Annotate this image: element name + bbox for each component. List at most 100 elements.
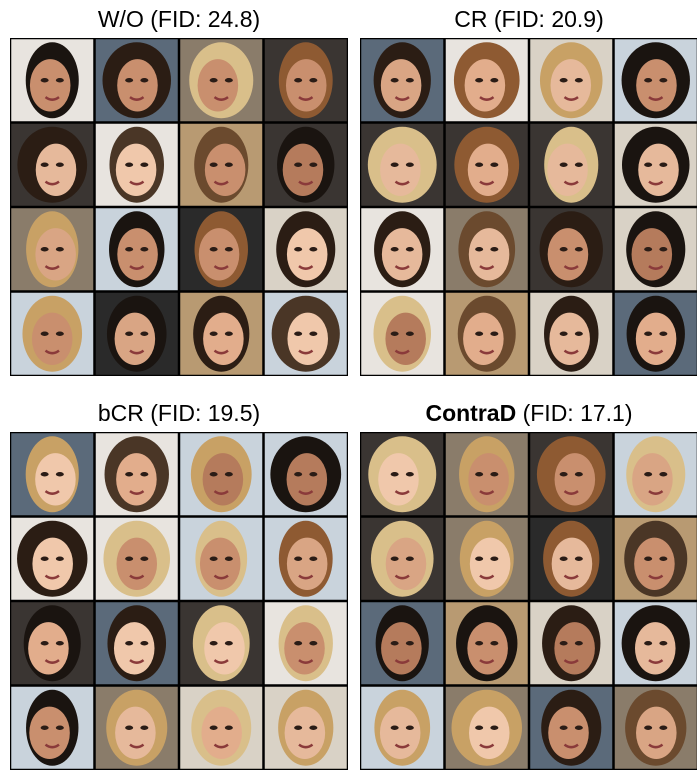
face-sample: [10, 432, 95, 517]
eye: [391, 726, 399, 730]
eye: [475, 163, 483, 167]
eye: [41, 332, 49, 336]
eye: [56, 641, 64, 645]
face-sample: [264, 292, 349, 377]
face: [467, 622, 508, 674]
face-sample: [445, 517, 530, 602]
eye: [475, 332, 483, 336]
eye: [575, 557, 583, 561]
face-sample: [360, 432, 445, 517]
eye: [391, 163, 399, 167]
face-sample: [360, 517, 445, 602]
face: [386, 538, 427, 590]
eye: [41, 472, 49, 476]
face-sample: [179, 38, 264, 123]
eye: [210, 247, 218, 251]
eye: [309, 641, 317, 645]
face-sample: [179, 686, 264, 771]
eye: [294, 78, 302, 82]
eye: [125, 332, 133, 336]
face: [117, 59, 158, 111]
eye: [391, 557, 399, 561]
eye: [490, 557, 498, 561]
eye: [490, 78, 498, 82]
face: [636, 59, 677, 111]
face: [463, 313, 504, 365]
method-name: CR: [454, 6, 487, 32]
eye: [309, 78, 317, 82]
eye: [560, 332, 568, 336]
face-sample: [10, 517, 95, 602]
eye: [294, 641, 302, 645]
face: [198, 59, 239, 111]
face-sample: [445, 686, 530, 771]
face-sample: [179, 123, 264, 208]
eye: [575, 247, 583, 251]
face: [287, 453, 328, 505]
eye: [644, 163, 652, 167]
image-grid: [10, 432, 348, 770]
eye: [294, 726, 302, 730]
eye: [140, 78, 148, 82]
panel: ContraD (FID: 17.1): [360, 394, 697, 775]
eye: [490, 247, 498, 251]
face-sample: [10, 123, 95, 208]
face: [468, 453, 509, 505]
figure: W/O (FID: 24.8)CR (FID: 20.9)bCR (FID: 1…: [0, 0, 697, 774]
face-sample: [179, 517, 264, 602]
eye: [490, 726, 498, 730]
face: [200, 538, 241, 590]
eye: [644, 641, 652, 645]
image-grid: [360, 432, 697, 770]
eye: [225, 557, 233, 561]
eye: [659, 557, 667, 561]
eye: [309, 163, 317, 167]
face-sample: [529, 601, 614, 686]
eye: [294, 557, 302, 561]
face-sample: [614, 123, 697, 208]
eye: [644, 78, 652, 82]
face-sample: [179, 601, 264, 686]
panel-title: ContraD (FID: 17.1): [360, 394, 697, 432]
eye: [406, 557, 414, 561]
face: [287, 538, 328, 590]
panel-title: CR (FID: 20.9): [360, 0, 697, 38]
face: [287, 313, 328, 365]
face: [380, 707, 421, 759]
fid-score: (FID: 17.1): [523, 400, 633, 426]
face-sample: [179, 292, 264, 377]
eye: [490, 332, 498, 336]
face: [284, 622, 325, 674]
face: [548, 707, 589, 759]
face-sample: [95, 432, 180, 517]
eye: [294, 472, 302, 476]
face: [470, 538, 511, 590]
eye: [475, 247, 483, 251]
face: [287, 228, 328, 280]
eye: [210, 641, 218, 645]
face-sample: [95, 686, 180, 771]
face: [286, 59, 327, 111]
eye: [391, 332, 399, 336]
face: [116, 538, 157, 590]
eye: [406, 163, 414, 167]
eye: [644, 247, 652, 251]
face: [555, 453, 596, 505]
eye: [225, 163, 233, 167]
eye: [225, 247, 233, 251]
eye: [475, 726, 483, 730]
method-name: W/O: [98, 6, 144, 32]
eye: [475, 78, 483, 82]
face: [636, 707, 677, 759]
eye: [140, 557, 148, 561]
face: [115, 313, 156, 365]
eye: [560, 247, 568, 251]
face: [35, 453, 76, 505]
eye: [475, 641, 483, 645]
face-sample: [529, 207, 614, 292]
face-sample: [95, 207, 180, 292]
face: [116, 144, 157, 196]
panel: W/O (FID: 24.8): [10, 0, 348, 381]
face: [117, 228, 158, 280]
face: [548, 228, 589, 280]
